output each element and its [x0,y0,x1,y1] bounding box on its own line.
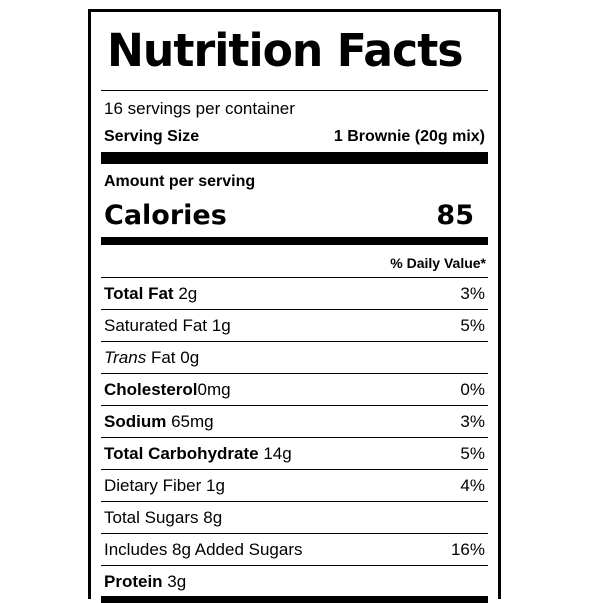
nutrient-row-sodium: Sodium 65mg 3% [101,407,488,437]
thick-divider [101,596,488,603]
label-content: Nutrition Facts 16 servings per containe… [101,12,488,603]
nutrient-label: Sodium 65mg [101,412,214,432]
nutrient-name: Total Fat [104,284,174,303]
serving-size-row: Serving Size 1 Brownie (20g mix) [104,128,485,146]
nutrient-dv: 3% [460,284,485,303]
nutrient-name: Trans [104,348,147,367]
nutrient-row-trans-fat: Trans Fat 0g [101,343,488,373]
nutrient-name: Includes 8g Added Sugars [104,540,303,559]
thick-divider [101,152,488,164]
nutrient-amount: 14g [263,444,292,463]
divider [101,341,488,342]
nutrient-amount: 2g [178,284,198,303]
divider [101,437,488,438]
calories-label: Calories [104,200,227,231]
nutrient-row-total-fat: Total Fat 2g 3% [101,279,488,309]
nutrient-dv: 3% [460,412,485,431]
nutrient-label: Includes 8g Added Sugars [101,540,302,560]
nutrient-row-cholesterol: Cholesterol0mg 0% [101,375,488,405]
nutrient-row-total-carbohydrate: Total Carbohydrate 14g 5% [101,439,488,469]
amount-per-serving: Amount per serving [104,173,256,190]
nutrient-name: Total Carbohydrate [104,444,259,463]
nutrient-row-dietary-fiber: Dietary Fiber 1g 4% [101,471,488,501]
nutrient-row-saturated-fat: Saturated Fat 1g 5% [101,311,488,341]
nutrient-amount: 65mg [171,412,214,431]
divider [101,373,488,374]
nutrient-amount: 3g [167,572,187,591]
nutrient-dv: 16% [450,540,485,559]
divider [101,469,488,470]
nutrient-dv: 0% [460,380,485,399]
nutrient-row-protein: Protein 3g [101,567,488,597]
serving-size-label: Serving Size [104,128,200,145]
nutrient-name: Protein [104,572,163,591]
divider [101,501,488,502]
nutrient-name-rest: Fat [150,348,176,367]
nutrient-label: Trans Fat 0g [101,348,199,368]
nutrient-dv: 5% [460,316,485,335]
nutrient-label: Saturated Fat 1g [101,316,231,336]
nutrient-name: Sodium [104,412,167,431]
nutrient-amount: 8g [203,508,223,527]
divider [101,533,488,534]
nutrient-label: Total Carbohydrate 14g [101,444,292,464]
nutrient-name: Cholesterol [104,380,198,399]
daily-value-header: % Daily Value* [390,255,486,271]
servings-per-container: 16 servings per container [104,99,295,118]
nutrient-amount: 0mg [197,380,231,399]
divider [101,565,488,566]
nutrient-label: Protein 3g [101,572,186,592]
nutrient-dv: 4% [460,476,485,495]
nutrient-amount: 1g [211,316,231,335]
nutrient-row-total-sugars: Total Sugars 8g [101,503,488,533]
nutrition-facts-label: Nutrition Facts 16 servings per containe… [88,9,501,603]
nutrient-name: Total Sugars [104,508,199,527]
nutrient-label: Cholesterol0mg [101,380,231,400]
divider [101,309,488,310]
nutrient-amount: 1g [206,476,225,495]
divider [101,405,488,406]
divider [101,90,488,91]
nutrient-amount: 0g [180,348,200,367]
nutrient-name: Dietary Fiber [104,476,202,495]
nutrient-label: Dietary Fiber 1g [101,476,225,496]
thick-divider [101,237,488,245]
calories-value: 85 [436,200,474,231]
nutrient-label: Total Fat 2g [101,284,197,304]
nutrient-row-added-sugars: Includes 8g Added Sugars 16% [101,535,488,565]
label-title: Nutrition Facts [107,24,464,77]
calories-row: Calories 85 [104,198,474,234]
divider [101,277,488,278]
nutrient-dv: 5% [460,444,485,463]
nutrient-label: Total Sugars 8g [101,508,222,528]
serving-size-value: 1 Brownie (20g mix) [333,128,485,145]
nutrient-name: Saturated Fat [104,316,208,335]
